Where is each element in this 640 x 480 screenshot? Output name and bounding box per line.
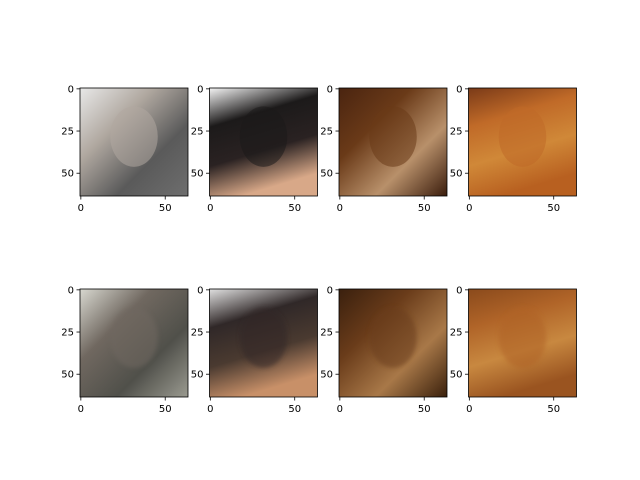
y-tick-label: 50 [450, 169, 463, 180]
y-tick-label: 50 [191, 370, 204, 381]
image-subject [239, 106, 288, 167]
x-tick-label: 0 [207, 404, 213, 415]
image-subject [369, 307, 417, 368]
y-tick-label: 0 [327, 285, 333, 296]
y-tick-label: 50 [320, 370, 333, 381]
y-tick-label: 50 [191, 169, 204, 180]
axes-frame [468, 87, 577, 197]
x-tick-label: 0 [466, 203, 472, 214]
y-tick-label: 25 [450, 127, 463, 138]
image-subject [498, 307, 547, 368]
x-tick-label: 0 [207, 203, 213, 214]
axes-frame [338, 87, 448, 197]
image [80, 289, 188, 397]
x-tick-label: 0 [466, 404, 472, 415]
y-tick-label: 0 [456, 84, 462, 95]
x-tick-label: 0 [78, 404, 84, 415]
image-subject [110, 307, 158, 368]
y-tick-label: 50 [61, 169, 74, 180]
axes-frame [79, 288, 189, 398]
axes-frame [338, 288, 448, 398]
image-subject [498, 106, 547, 167]
y-tick-label: 0 [197, 84, 203, 95]
y-tick-label: 25 [320, 127, 333, 138]
y-tick-label: 25 [61, 328, 74, 339]
y-tick-label: 25 [320, 328, 333, 339]
y-tick-label: 25 [191, 127, 204, 138]
image-subject [110, 106, 158, 167]
y-tick-label: 0 [68, 84, 74, 95]
axes-frame [209, 87, 318, 197]
y-tick-label: 50 [61, 370, 74, 381]
image [80, 88, 188, 196]
image-subject [239, 307, 288, 368]
x-tick-label: 0 [337, 203, 343, 214]
x-tick-label: 50 [418, 203, 431, 214]
x-tick-label: 50 [418, 404, 431, 415]
image [339, 289, 447, 397]
y-tick-label: 0 [68, 285, 74, 296]
y-tick-label: 0 [327, 84, 333, 95]
y-tick-label: 25 [191, 328, 204, 339]
x-tick-label: 50 [159, 203, 172, 214]
axes-frame [468, 288, 577, 398]
x-tick-label: 50 [288, 404, 301, 415]
x-tick-label: 0 [78, 203, 84, 214]
image [339, 88, 447, 196]
axes-frame [209, 288, 318, 398]
image [209, 88, 318, 196]
x-tick-label: 50 [547, 203, 560, 214]
x-tick-label: 50 [547, 404, 560, 415]
x-tick-label: 0 [337, 404, 343, 415]
x-tick-label: 50 [288, 203, 301, 214]
image-subject [369, 106, 417, 167]
image [468, 289, 577, 397]
y-tick-label: 50 [320, 169, 333, 180]
image [468, 88, 577, 196]
y-tick-label: 25 [450, 328, 463, 339]
y-tick-label: 0 [197, 285, 203, 296]
image [209, 289, 318, 397]
x-tick-label: 50 [159, 404, 172, 415]
y-tick-label: 0 [456, 285, 462, 296]
y-tick-label: 25 [61, 127, 74, 138]
y-tick-label: 50 [450, 370, 463, 381]
axes-frame [79, 87, 189, 197]
